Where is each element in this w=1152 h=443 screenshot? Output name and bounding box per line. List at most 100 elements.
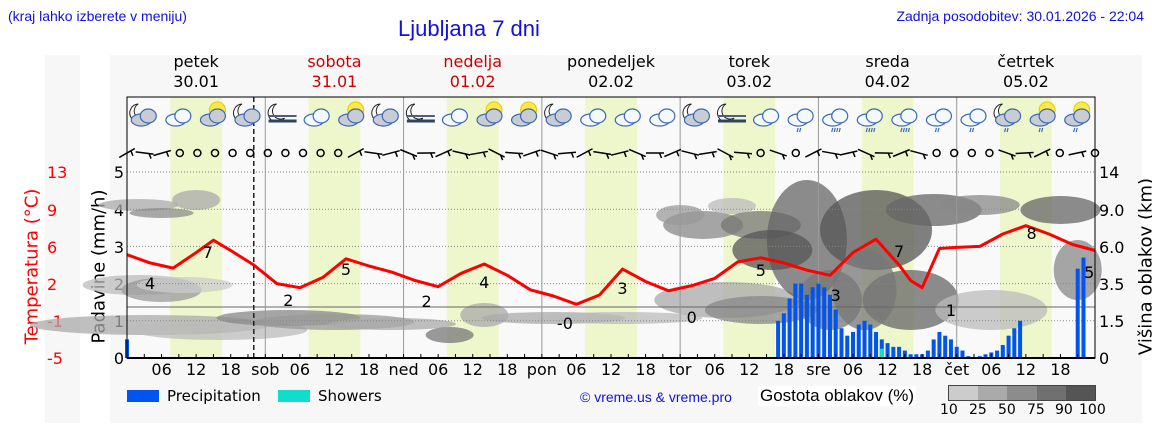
day-header: petek 30.01 (136, 52, 256, 92)
x-tick-label: 06 (566, 360, 587, 379)
wind-barb-icon (523, 149, 541, 157)
wind-barb-icon (733, 151, 753, 155)
cloud-tick: 6.0 (1099, 238, 1125, 257)
precipitation-bar (851, 331, 855, 358)
day-name: petek (173, 52, 219, 71)
temperature-axis-panel (45, 55, 80, 423)
wind-barb-icon (834, 153, 839, 160)
precipitation-bar (925, 350, 930, 358)
wind-barb-icon (852, 151, 856, 158)
cloudy-light-rain-icon (787, 108, 814, 133)
calm-wind-icon (210, 148, 220, 158)
wind-barb-icon (910, 149, 928, 157)
wind-barb-icon (587, 150, 592, 157)
temperature-label: 2 (422, 292, 432, 311)
precip-tick: 0 (113, 349, 124, 368)
temperature-label: 7 (203, 243, 213, 262)
temp-tick: 13 (47, 163, 68, 182)
temperature-label: 5 (1084, 263, 1094, 282)
cloud-density-area (328, 318, 457, 330)
cloud-density-title: Gostota oblakov (%) (758, 386, 917, 406)
precipitation-bar (862, 320, 867, 358)
precipitation-bar (1000, 344, 1005, 358)
calm-wind-icon (949, 148, 959, 158)
x-tick-label: 18 (911, 360, 933, 379)
x-tick-label: čet (944, 360, 970, 379)
cloud-density-area (732, 230, 813, 270)
wind-barb-icon (557, 151, 577, 155)
wind-barb-icon (517, 153, 522, 159)
x-tick-label: ned (388, 360, 419, 379)
cloud-density-area (939, 195, 1020, 215)
x-tick-label: 18 (773, 360, 795, 379)
x-tick-label: 12 (324, 360, 345, 379)
wind-barb-icon (135, 151, 154, 155)
wind-barb-icon (664, 148, 682, 158)
precipitation-bar (1075, 268, 1080, 358)
wind-barb-icon (781, 154, 786, 160)
day-name: sobota (307, 52, 362, 71)
page-title: Ljubljana 7 dni (398, 16, 540, 41)
temperature-label: 1 (946, 301, 956, 320)
calm-wind-icon (193, 148, 202, 158)
x-tick-label: sob (251, 360, 280, 379)
night-fog-icon (717, 103, 746, 123)
wind-barb-icon (148, 153, 152, 159)
calm-wind-icon (791, 148, 801, 158)
precipitation-bar (845, 335, 850, 358)
cloudy-icon (649, 108, 676, 127)
precipitation-bar (799, 283, 804, 358)
density-tick: 100 (1079, 402, 1106, 418)
calm-wind-icon (263, 148, 273, 158)
calm-wind-icon (316, 148, 325, 158)
wind-barb-icon (1028, 152, 1032, 159)
partly-sunny-icon (338, 101, 365, 127)
precipitation-bar (1018, 320, 1023, 358)
wind-barb-icon (593, 150, 612, 156)
cloudy-icon (614, 108, 641, 127)
wind-barb-icon (605, 153, 610, 159)
density-tick: 50 (998, 402, 1016, 418)
partly-sunny-light-rain-icon (1029, 101, 1056, 133)
cloudy-icon (303, 108, 330, 127)
wind-barb-icon (505, 151, 524, 155)
night-partly-cloudy-icon (544, 103, 572, 127)
density-tick: 10 (940, 402, 958, 418)
day-header: četrtek 05.02 (966, 52, 1086, 92)
density-swatch (978, 386, 1008, 400)
cloud-tick: 9.0 (1099, 201, 1125, 220)
precipitation-bar (1006, 335, 1011, 358)
temp-tick: -5 (47, 349, 63, 368)
x-tick-label: 06 (289, 360, 311, 379)
precipitation-bar (1081, 257, 1086, 358)
wind-barb-icon (711, 152, 715, 158)
precipitation-bar (874, 331, 879, 358)
day-header: torek 03.02 (689, 52, 809, 92)
calm-wind-icon (756, 148, 765, 158)
copyright-link[interactable]: © vreme.us & vreme.pro (580, 389, 732, 405)
night-fog-icon (405, 103, 435, 123)
precipitation-bar (931, 339, 936, 358)
precipitation-bar (908, 354, 913, 358)
day-date: 30.01 (173, 72, 220, 91)
cloud-density-area (129, 208, 194, 218)
wind-barb-icon (1010, 154, 1014, 160)
wind-barb-icon (576, 148, 593, 158)
wind-barb-icon (698, 150, 717, 156)
day-date: 03.02 (726, 72, 773, 91)
calm-wind-icon (932, 148, 941, 158)
x-tick-label: 18 (220, 360, 241, 379)
day-name: torek (728, 52, 770, 71)
temp-tick: 9 (47, 201, 58, 220)
wind-barb-icon (482, 151, 487, 158)
wind-barb-icon (904, 151, 909, 157)
day-name: ponedeljek (567, 52, 655, 71)
wind-barb-icon (399, 148, 418, 158)
density-tick: 90 (1055, 402, 1073, 418)
calm-wind-icon (333, 148, 343, 158)
day-date: 05.02 (1002, 72, 1049, 91)
cloud-density-scale (948, 385, 1096, 401)
wind-barb-icon (382, 149, 400, 157)
calm-wind-icon (228, 148, 237, 158)
partly-sunny-light-rain-icon (1064, 101, 1091, 133)
